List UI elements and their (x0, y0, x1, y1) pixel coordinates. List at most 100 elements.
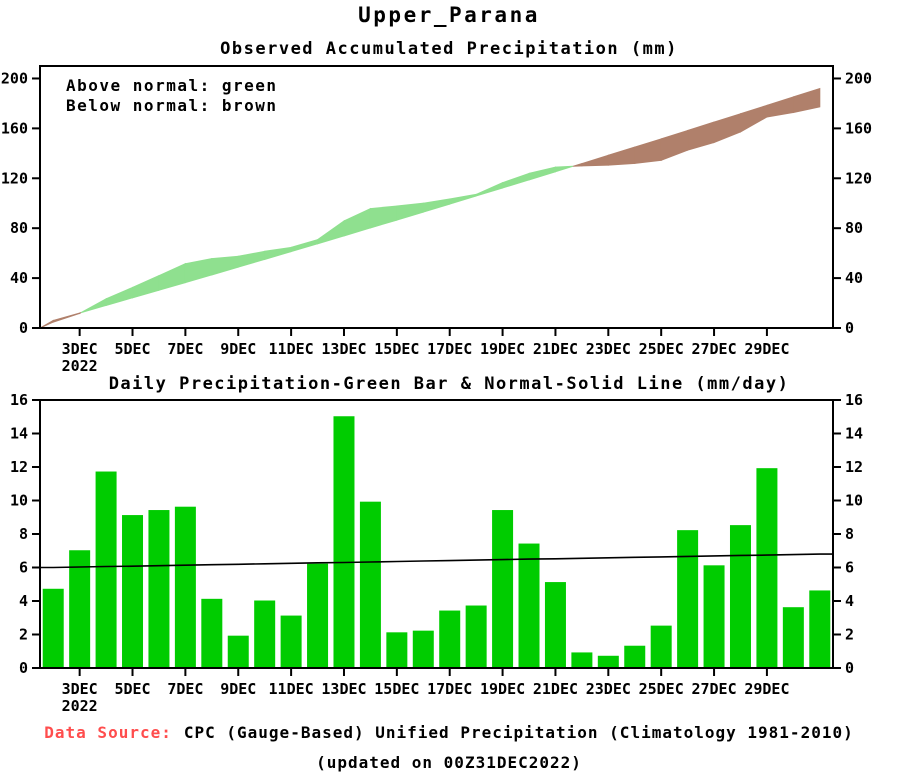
accumulated-band-segment (713, 113, 741, 144)
y-tick-label-left: 120 (1, 169, 28, 187)
accumulated-band-segment (502, 172, 530, 189)
x-tick-label: 23DEC (586, 340, 631, 358)
accumulated-band-segment (555, 165, 574, 173)
daily-bar (307, 563, 329, 669)
y-tick-label-right: 6 (845, 559, 854, 577)
x-tick-label: 17DEC (427, 680, 472, 698)
y-tick-label-right: 160 (845, 119, 872, 137)
daily-bar (439, 610, 461, 669)
accumulated-band-segment (792, 87, 821, 114)
x-tick-label: 9DEC (220, 680, 256, 698)
x-tick-label: 3DEC (62, 340, 98, 358)
y-tick-label-left: 6 (19, 559, 28, 577)
x-tick-label: 17DEC (427, 340, 472, 358)
daily-bar (518, 543, 540, 669)
y-tick-label-right: 16 (845, 391, 863, 409)
daily-bar (386, 632, 408, 669)
y-tick-label-left: 2 (19, 626, 28, 644)
accumulated-band-segment (766, 96, 794, 118)
accumulated-band-segment (79, 312, 82, 315)
page-title: Upper_Parana (358, 3, 540, 27)
daily-bar (201, 598, 223, 669)
accumulated-band-segment (396, 202, 424, 221)
daily-bar (359, 501, 381, 669)
daily-bar (227, 635, 249, 669)
x-tick-label: 5DEC (114, 680, 150, 698)
x-tick-label: 21DEC (533, 680, 578, 698)
x-tick-label: 3DEC (62, 680, 98, 698)
y-tick-label-left: 8 (19, 525, 28, 543)
accumulated-band-segment (422, 198, 451, 213)
y-tick-label-left: 160 (1, 119, 28, 137)
accumulated-band-segment (211, 255, 239, 276)
y-tick-label-right: 2 (845, 626, 854, 644)
accumulated-band-segment (634, 138, 662, 164)
x-tick-label: 19DEC (480, 680, 525, 698)
accumulated-band-segment (105, 286, 133, 307)
y-tick-label-right: 8 (845, 525, 854, 543)
legend-above-normal: Above normal: green (66, 76, 278, 95)
accumulated-band-segment (39, 319, 54, 329)
y-tick-label-left: 0 (19, 319, 28, 337)
x-tick-label: 7DEC (167, 680, 203, 698)
daily-bar (122, 515, 144, 669)
accumulated-band-segment (740, 104, 768, 133)
y-tick-label-left: 4 (19, 592, 28, 610)
accumulated-band-segment (687, 121, 715, 151)
accumulated-band-segment (572, 162, 583, 167)
x-tick-label: 7DEC (167, 340, 203, 358)
x-tick-label: 9DEC (220, 340, 256, 358)
accumulated-band-segment (264, 246, 292, 261)
accumulated-band-segment (660, 129, 689, 162)
daily-bar (756, 468, 778, 669)
x-tick-label: 25DEC (639, 340, 684, 358)
y-tick-label-right: 12 (845, 458, 863, 476)
x-year-label: 2022 (62, 697, 98, 715)
daily-bars (42, 416, 831, 669)
updated-line: (updated on 00Z31DEC2022) (316, 753, 582, 772)
daily-bar (254, 600, 276, 669)
accumulated-band-segment (528, 166, 556, 181)
daily-chart-title: Daily Precipitation-Green Bar & Normal-S… (108, 374, 790, 394)
daily-bar (782, 607, 804, 669)
x-tick-label: 15DEC (374, 680, 419, 698)
data-source-text: CPC (Gauge-Based) Unified Precipitation … (183, 723, 854, 742)
daily-bar (69, 550, 91, 669)
accumulated-band-segment (581, 154, 609, 167)
daily-bar (333, 416, 355, 669)
x-tick-label: 11DEC (269, 680, 314, 698)
accumulated-band-segment (369, 205, 398, 229)
x-tick-label: 13DEC (321, 680, 366, 698)
x-year-label: 2022 (62, 357, 98, 375)
y-tick-label-right: 14 (845, 425, 863, 443)
y-tick-label-left: 0 (19, 659, 28, 677)
y-tick-label-right: 120 (845, 169, 872, 187)
y-tick-label-right: 200 (845, 69, 872, 87)
accumulated-band-segment (80, 297, 107, 314)
x-tick-label: 5DEC (114, 340, 150, 358)
accumulated-band (39, 87, 821, 329)
daily-bar (571, 652, 593, 669)
x-tick-label: 27DEC (691, 680, 736, 698)
y-tick-label-left: 16 (10, 391, 28, 409)
y-tick-label-left: 14 (10, 425, 28, 443)
daily-bar (597, 655, 619, 669)
daily-bar (492, 510, 514, 669)
accumulated-band-segment (52, 312, 81, 323)
daily-bar (650, 625, 672, 669)
normal-line (40, 553, 833, 569)
daily-bar (809, 590, 831, 669)
accumulated-band-segment (237, 250, 266, 268)
y-tick-label-right: 0 (845, 659, 854, 677)
x-tick-label: 21DEC (533, 340, 578, 358)
y-axis-ticks: 0 0 40 40 80 80 120 120 160 160 200 200 (1, 69, 872, 337)
plot-frame (39, 65, 834, 329)
accumulated-band-segment (475, 181, 504, 197)
accumulated-band-segment (607, 146, 636, 166)
accumulated-band-segment (449, 193, 477, 205)
daily-bar (174, 506, 196, 669)
